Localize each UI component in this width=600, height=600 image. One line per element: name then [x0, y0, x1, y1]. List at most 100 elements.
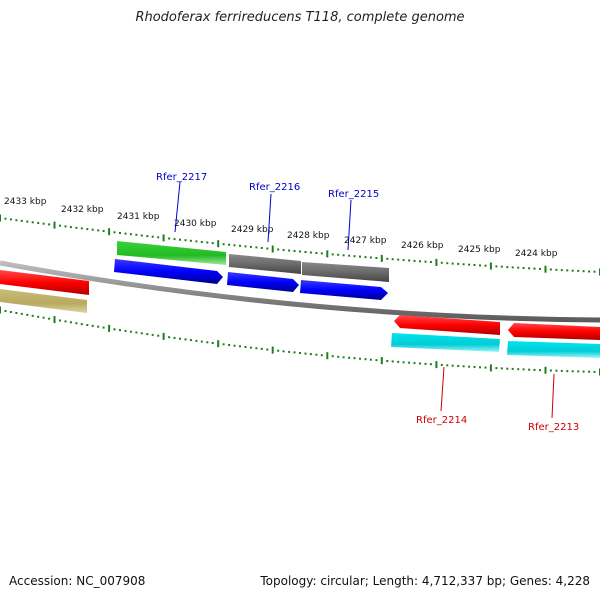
ruler-minor-tick — [315, 353, 318, 356]
ruler-minor-tick — [168, 336, 171, 339]
ruler-minor-tick — [129, 330, 132, 333]
ruler-minor-tick — [42, 222, 45, 225]
cds-reverse-left[interactable] — [0, 270, 89, 295]
ruler-minor-tick — [511, 266, 514, 269]
ruler-minor-tick — [539, 369, 541, 372]
leader-line-rfer-2214 — [440, 366, 445, 412]
ruler-minor-tick — [353, 255, 356, 258]
ruler-minor-tick — [200, 241, 203, 243]
ruler-minor-tick — [375, 359, 378, 362]
ruler-minor-tick — [69, 321, 72, 324]
ruler-minor-tick — [375, 257, 378, 259]
gene-label-rfer-2215[interactable]: Rfer_2215 — [328, 189, 379, 200]
ruler-minor-tick — [42, 316, 45, 319]
ruler-minor-tick — [331, 355, 334, 358]
ruler-minor-tick — [228, 344, 231, 346]
ruler-label: 2424 kbp — [515, 249, 558, 259]
ruler-minor-tick — [320, 354, 323, 357]
ruler-minor-tick — [26, 313, 29, 316]
ruler-minor-tick — [386, 360, 389, 362]
ruler-minor-tick — [282, 350, 285, 353]
ruler-minor-tick — [511, 367, 514, 370]
ruler-major-tick — [162, 332, 165, 340]
cds-rfer-2217[interactable] — [114, 259, 223, 284]
ruler-minor-tick — [277, 349, 280, 352]
ruler-minor-tick — [588, 270, 591, 273]
accession-text: Accession: NC_007908 — [9, 574, 146, 588]
gene-label-rfer-2213[interactable]: Rfer_2213 — [528, 422, 579, 433]
ruler-label: 2433 kbp — [4, 197, 47, 207]
ruler-minor-tick — [4, 310, 7, 312]
ruler-minor-tick — [260, 247, 263, 249]
ruler-major-tick — [53, 221, 56, 229]
ruler-minor-tick — [331, 253, 334, 256]
ruler-minor-tick — [282, 249, 285, 251]
ruler-minor-tick — [15, 312, 18, 314]
ruler-minor-tick — [26, 220, 29, 223]
ruler-label: 2431 kbp — [117, 212, 160, 222]
ruler-minor-tick — [408, 361, 411, 364]
cds-rfer-2213[interactable] — [508, 323, 600, 340]
ruler-minor-tick — [479, 366, 481, 369]
ruler-minor-tick — [500, 265, 503, 268]
cds-rfer-2215[interactable] — [300, 280, 388, 300]
cds-rfer-2216[interactable] — [227, 272, 299, 292]
cds-rfer-2214[interactable] — [394, 315, 500, 335]
ruler-label: 2429 kbp — [231, 225, 274, 235]
ruler-major-tick — [435, 361, 438, 369]
ruler-minor-tick — [37, 315, 40, 318]
ruler-minor-tick — [391, 258, 394, 261]
ruler-minor-tick — [522, 368, 525, 371]
ruler-minor-tick — [315, 252, 318, 254]
ruler-minor-tick — [113, 231, 116, 234]
ruler-minor-tick — [249, 245, 252, 248]
ruler-minor-tick — [495, 265, 498, 268]
ruler-minor-tick — [342, 356, 345, 359]
ruler-minor-tick — [102, 230, 105, 232]
ruler-minor-tick — [560, 369, 563, 372]
ruler-minor-tick — [184, 239, 187, 242]
rna-feature-cyan[interactable] — [391, 333, 500, 352]
ruler-major-tick — [217, 240, 220, 248]
ruler-minor-tick — [359, 255, 361, 258]
ruler-minor-tick — [484, 366, 487, 369]
ruler-minor-tick — [157, 236, 160, 239]
gene-label-rfer-2216[interactable]: Rfer_2216 — [249, 182, 300, 193]
ruler-minor-tick — [369, 358, 372, 361]
rna-feature-cyan[interactable] — [507, 341, 600, 358]
rna-feature-green[interactable] — [117, 241, 226, 265]
ruler-minor-tick — [440, 364, 443, 366]
ruler-minor-tick — [440, 261, 443, 264]
ruler-minor-tick — [386, 257, 389, 260]
ruler-label: 2430 kbp — [174, 219, 217, 229]
ruler-major-tick — [544, 265, 547, 273]
gene-feature-gray[interactable] — [302, 262, 389, 282]
ruler-minor-tick — [424, 260, 427, 263]
leader-line-rfer-2216 — [267, 193, 272, 243]
ruler-minor-tick — [457, 365, 460, 367]
ruler-label: 2425 kbp — [458, 245, 501, 255]
ruler-label: 2432 kbp — [61, 205, 104, 215]
ruler-minor-tick — [468, 263, 471, 266]
ruler-minor-tick — [266, 348, 269, 351]
ruler-minor-tick — [86, 324, 89, 326]
ruler-minor-tick — [75, 322, 78, 325]
ruler-minor-tick — [566, 370, 569, 373]
ruler-minor-tick — [309, 353, 312, 356]
gene-label-rfer-2217[interactable]: Rfer_2217 — [156, 172, 207, 183]
ruler-minor-tick — [348, 254, 351, 257]
ruler-minor-tick — [288, 350, 291, 353]
ruler-minor-tick — [549, 268, 552, 271]
gene-feature-gray[interactable] — [229, 254, 301, 274]
ruler-minor-tick — [31, 314, 34, 317]
ruler-minor-tick — [457, 262, 460, 265]
ruler-minor-tick — [173, 336, 176, 339]
ruler-minor-tick — [462, 263, 465, 266]
rna-feature-olive[interactable] — [0, 289, 87, 313]
ruler-minor-tick — [59, 319, 61, 322]
ruler-minor-tick — [80, 227, 83, 230]
gene-label-rfer-2214[interactable]: Rfer_2214 — [416, 415, 467, 426]
ruler-minor-tick — [239, 345, 241, 348]
ruler-minor-tick — [249, 346, 252, 349]
